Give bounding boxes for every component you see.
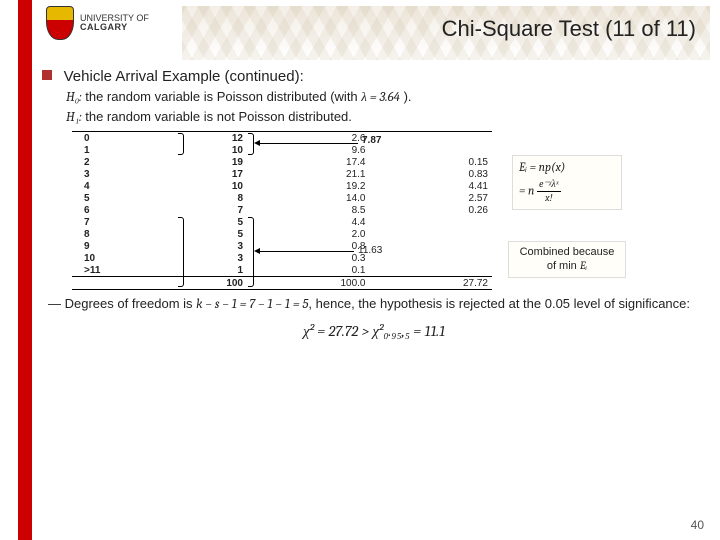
square-bullet-icon <box>42 70 52 80</box>
slide-header: UNIVERSITY OF CALGARY Chi-Square Test (1… <box>42 6 710 66</box>
bracket-icon <box>178 217 184 287</box>
dof-expr: k − s − 1 = 7 − 1 − 1 = 5 <box>196 297 308 312</box>
table-row: 678.50.26 <box>72 204 492 216</box>
h0-tail: ). <box>404 89 412 104</box>
note-line2: of min Eᵢ <box>515 259 619 273</box>
combined-note-box: Combined because of min Eᵢ <box>508 241 626 278</box>
chi-group1-value: 7.87 <box>362 135 381 146</box>
h0-line: H₀: the random variable is Poisson distr… <box>66 89 706 105</box>
chi-table-region: 0122.6 1109.6 21917.40.15 31721.10.83 41… <box>72 131 632 290</box>
arrow-icon <box>258 251 354 252</box>
dof-text3: level of significance: <box>570 296 690 311</box>
table-row: 754.4 <box>72 216 492 228</box>
shield-icon <box>46 6 74 40</box>
chi-square-result: χ² = 27.72 > χ²₀.₉₅,₅ = 11.1 <box>42 322 706 341</box>
bracket-icon <box>178 133 184 155</box>
table-row: 5814.02.57 <box>72 192 492 204</box>
dof-text1: Degrees of freedom is <box>65 296 197 311</box>
formula-line1: Eᵢ = np(x) <box>519 160 615 176</box>
university-text: UNIVERSITY OF CALGARY <box>80 14 149 32</box>
table-row: 41019.24.41 <box>72 180 492 192</box>
h1-label: H₁: <box>66 110 82 125</box>
table-row: 31721.10.83 <box>72 168 492 180</box>
expected-formula-box: Eᵢ = np(x) = n e⁻ᵡλˣ x! <box>512 155 622 210</box>
table-row: 1109.6 <box>72 144 492 156</box>
fraction-icon: e⁻ᵡλˣ x! <box>537 178 560 205</box>
h1-line: H₁: the random variable is not Poisson d… <box>66 109 706 125</box>
arrow-head-icon <box>254 248 260 254</box>
chi-group2-value: 11.63 <box>358 245 382 256</box>
slide-content: Vehicle Arrival Example (continued): H₀:… <box>42 68 706 512</box>
dof-statement: — Degrees of freedom is k − s − 1 = 7 − … <box>48 296 706 312</box>
university-line2: CALGARY <box>80 23 149 32</box>
note-line1: Combined because <box>515 246 619 259</box>
example-heading: Vehicle Arrival Example (continued): <box>64 68 304 85</box>
table-row: >1110.1 <box>72 264 492 277</box>
formula-line2-pre: = n <box>519 183 534 197</box>
chi-square-table: 0122.6 1109.6 21917.40.15 31721.10.83 41… <box>72 131 492 290</box>
note-line2-sym: Eᵢ <box>580 259 587 272</box>
university-logo: UNIVERSITY OF CALGARY <box>46 6 149 40</box>
table-row: 1030.3 <box>72 252 492 264</box>
dof-text2: , hence, the hypothesis is rejected at t… <box>308 296 544 311</box>
left-red-bar <box>18 0 32 540</box>
arrow-icon <box>258 143 358 144</box>
h1-text: the random variable is not Poisson distr… <box>85 109 352 124</box>
formula-numer: e⁻ᵡλˣ <box>537 178 560 192</box>
formula-denom: x! <box>537 192 560 205</box>
example-heading-line: Vehicle Arrival Example (continued): <box>42 68 706 85</box>
table-row: 21917.40.15 <box>72 156 492 168</box>
formula-line2: = n e⁻ᵡλˣ x! <box>519 178 615 205</box>
table-row: 852.0 <box>72 228 492 240</box>
page-number: 40 <box>691 518 704 532</box>
alpha-value: 0.05 <box>545 296 570 311</box>
arrow-head-icon <box>254 140 260 146</box>
note-line2-pre: of min <box>547 260 580 272</box>
slide-title: Chi-Square Test (11 of 11) <box>442 16 696 42</box>
table-sum-row: 100100.027.72 <box>72 277 492 290</box>
h0-text: the random variable is Poisson distribut… <box>85 89 361 104</box>
h0-label: H₀: <box>66 90 82 105</box>
h0-lambda: λ = 3.64 <box>361 90 400 105</box>
